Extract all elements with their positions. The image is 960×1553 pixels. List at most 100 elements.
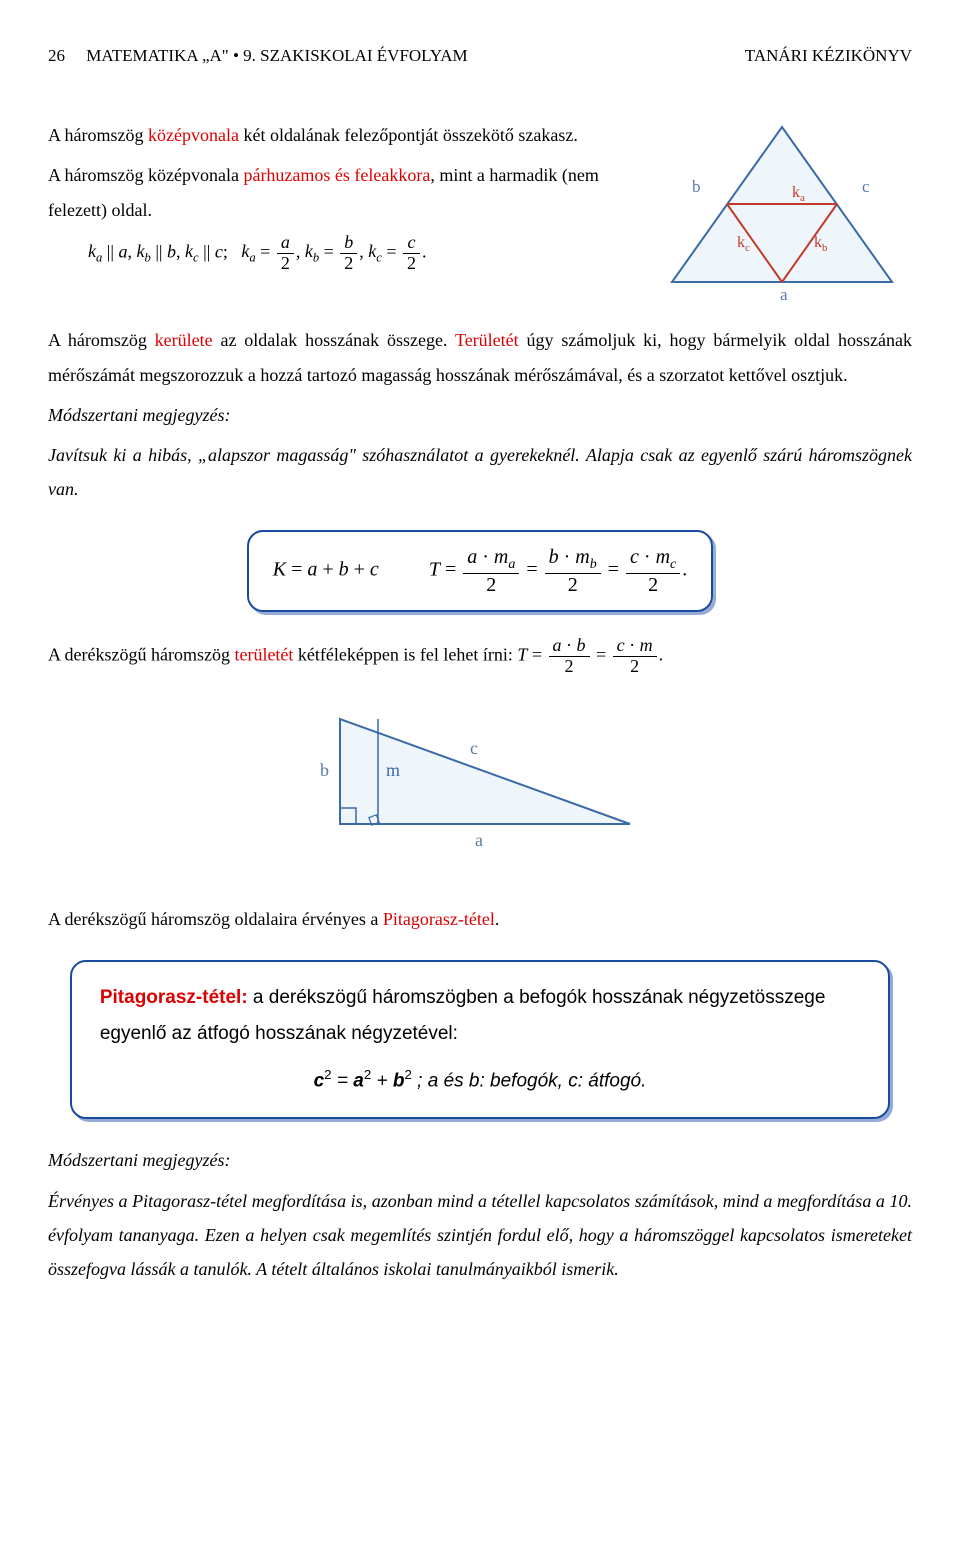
pyth-title: Pitagorasz-tétel: [100, 987, 248, 1008]
op: + [317, 559, 338, 581]
op: · [625, 635, 640, 655]
pyth-text: Pitagorasz-tétel: a derékszögű háromszög… [100, 980, 860, 1052]
t: A derékszögű háromszög oldalaira érvénye… [48, 909, 383, 929]
a: a [353, 1070, 364, 1091]
lbl-a: a [780, 285, 788, 302]
op: · [477, 546, 494, 568]
t: A háromszög [48, 330, 155, 350]
d: 2 [626, 574, 680, 596]
m: m [656, 546, 670, 568]
den: 2 [403, 254, 420, 274]
right-triangle-diagram: b c a m [48, 694, 912, 875]
m: m [494, 546, 508, 568]
para-right-triangle-area: A derékszögű háromszög területét kétféle… [48, 636, 912, 677]
op: || [151, 241, 167, 261]
op: ; [223, 241, 233, 261]
kw-parhuzamos: párhuzamos és feleakkora [243, 165, 430, 185]
kw-kozepvonala: középvonala [148, 125, 239, 145]
op: = [382, 241, 401, 261]
op: · [559, 546, 576, 568]
op: = [332, 1070, 354, 1091]
op: , [296, 241, 305, 261]
kw-teruletet2: területét [234, 644, 293, 664]
op: + [371, 1070, 393, 1091]
op: = [527, 644, 546, 664]
m: m [575, 546, 589, 568]
method-note-1: Javítsuk ki a hibás, „alapszor magasság"… [48, 438, 912, 506]
v: a [119, 241, 128, 261]
d: 2 [545, 574, 601, 596]
right-triangle-svg: b c a m [300, 694, 660, 864]
op: = [526, 559, 542, 581]
lbl-b: b [692, 177, 701, 196]
kw-kerulete: kerülete [155, 330, 213, 350]
pythagoras-box: Pitagorasz-tétel: a derékszögű háromszög… [70, 960, 890, 1120]
formula-midlines: ka || a, kb || b, kc || c; ka = a2, kb =… [88, 233, 632, 274]
op: = [256, 241, 275, 261]
v: b [167, 241, 176, 261]
k: k [137, 241, 145, 261]
t: A derékszögű háromszög [48, 644, 234, 664]
den: 2 [277, 254, 294, 274]
header-right: TANÁRI KÉZIKÖNYV [745, 40, 912, 72]
op: || [199, 241, 215, 261]
para-perimeter-area: A háromszög kerülete az oldalak hosszána… [48, 323, 912, 391]
method-note-label-2: Módszertani megjegyzés: [48, 1143, 912, 1177]
tail: ; a és b: befogók, c: átfogó. [412, 1070, 647, 1091]
num: b [340, 233, 357, 254]
b: b [393, 1070, 405, 1091]
n: a [467, 546, 477, 568]
method-note-2: Érvényes a Pitagorasz-tétel megfordítása… [48, 1184, 912, 1287]
op: , [359, 241, 368, 261]
sup: 2 [324, 1067, 331, 1082]
para-pythagoras: A derékszögű háromszög oldalaira érvénye… [48, 902, 912, 936]
d: 2 [463, 574, 519, 596]
formula-box-area: K = a + b + c T = a · ma2 = b · mb2 = c … [247, 530, 714, 611]
lbl-c: c [862, 177, 870, 196]
num: c [403, 233, 420, 254]
op: || [102, 241, 118, 261]
intro-text: A háromszög középvonala két oldalának fe… [48, 112, 632, 313]
page-header: 26 MATEMATIKA „A" • 9. SZAKISKOLAI ÉVFOL… [48, 40, 912, 72]
n: m [640, 635, 653, 655]
den: 2 [340, 254, 357, 274]
lbl-a2: a [475, 830, 483, 850]
d: 2 [549, 657, 590, 677]
t: kétféleképpen is fel lehet írni: [293, 644, 517, 664]
k: k [305, 241, 313, 261]
a: a [307, 559, 317, 581]
op: , [128, 241, 137, 261]
page-number: 26 [48, 46, 65, 65]
sup: 2 [404, 1067, 411, 1082]
T: T [517, 644, 527, 664]
c: c [370, 559, 379, 581]
d: 2 [613, 657, 657, 677]
k: k [88, 241, 96, 261]
t: az oldalak hosszának összege. [213, 330, 455, 350]
t: két oldalának felezőpontját össze­kötő s… [239, 125, 578, 145]
k: k [185, 241, 193, 261]
op: = [608, 559, 624, 581]
triangle-midlines-diagram: b c a ka kc kb [652, 112, 912, 313]
n: c [630, 546, 639, 568]
intro-block: A háromszög középvonala két oldalának fe… [48, 112, 912, 313]
op: . [422, 241, 427, 261]
K: K [273, 559, 286, 581]
op: + [349, 559, 370, 581]
op: . [682, 559, 687, 581]
v: c [215, 241, 223, 261]
n: c [617, 635, 625, 655]
header-left-title: MATEMATIKA „A" • 9. SZAKISKOLAI ÉVFOLYAM [86, 46, 467, 65]
lbl-m: m [386, 760, 400, 780]
t: A háromszög [48, 125, 148, 145]
c: c [314, 1070, 325, 1091]
para-midline-prop: A háromszög középvonala párhuzamos és fe… [48, 158, 632, 226]
s: c [670, 557, 676, 572]
op: = [596, 644, 611, 664]
header-left: 26 MATEMATIKA „A" • 9. SZAKISKOLAI ÉVFOL… [48, 40, 468, 72]
b: b [339, 559, 349, 581]
op: · [639, 546, 656, 568]
s: a [508, 557, 515, 572]
op: = [286, 559, 307, 581]
s: b [590, 557, 597, 572]
